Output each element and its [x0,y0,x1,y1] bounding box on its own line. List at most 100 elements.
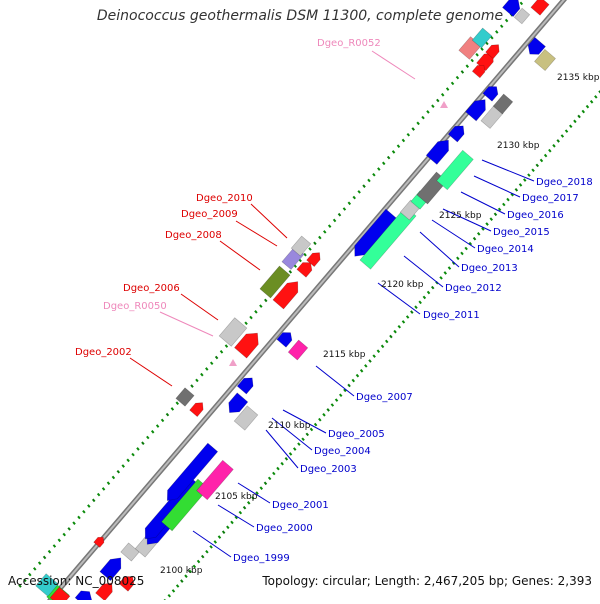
scale-tick-left [150,429,155,434]
callout-dgeo-1999 [192,530,232,558]
scale-tick-right [598,90,600,94]
gene-red[interactable] [189,399,207,417]
gene-label-dgeo-2001[interactable]: Dgeo_2001 [272,500,329,511]
scale-tick-right [522,178,527,182]
gene-magenta-dgeo-2001[interactable] [196,459,234,501]
gene-pink-dgeo-r0050[interactable] [229,359,237,366]
gene-blue-dgeo-2017[interactable] [425,136,454,165]
scale-tick-left [96,492,101,497]
scale-tick-left [175,401,180,406]
scale-tick-right [577,114,581,119]
scale-tick-right [297,442,301,446]
scale-tick-left [313,241,317,246]
gene-seafoam-dgeo-2016[interactable] [436,149,474,191]
scale-tick-right [171,589,176,593]
gene-label-dgeo-2011[interactable]: Dgeo_2011 [423,310,480,321]
scale-tick-right [318,417,322,422]
gene-red[interactable] [306,249,324,267]
scale-tick-left [146,435,150,440]
gene-label-dgeo-2013[interactable]: Dgeo_2013 [461,263,518,274]
gene-red[interactable] [471,62,487,79]
scale-tick-left [33,567,37,571]
gene-olive-dgeo-2008[interactable] [259,265,291,299]
scale-tick-left [342,207,347,211]
gene-label-dgeo-2002[interactable]: Dgeo_2002 [75,347,132,358]
gene-label-dgeo-2017[interactable]: Dgeo_2017 [522,193,579,204]
gene-gray[interactable] [513,7,531,25]
scale-tick-left [72,521,76,525]
gene-red[interactable] [530,0,550,16]
gene-label-dgeo-2016[interactable]: Dgeo_2016 [507,210,564,221]
gene-blue-dgeo-2005[interactable] [236,374,257,395]
gene-blue-dgeo-2004[interactable] [224,392,249,417]
gene-label-dgeo-2000[interactable]: Dgeo_2000 [256,523,313,534]
gene-label-dgeo-2009[interactable]: Dgeo_2009 [181,209,238,220]
gene-red[interactable] [95,579,117,600]
gene-darkgray[interactable] [492,93,514,115]
gene-label-dgeo-2006[interactable]: Dgeo_2006 [123,283,180,294]
gene-features [35,0,556,600]
scale-tick-left [224,344,229,348]
gene-blue[interactable] [482,83,501,102]
gene-label-dgeo-2014[interactable]: Dgeo_2014 [477,244,534,255]
gene-red-dgeo-2006[interactable] [234,328,263,359]
scale-tick-right [351,378,356,383]
gene-blue[interactable] [465,95,491,122]
scale-tick-left [160,418,165,423]
scale-tick-left [362,184,366,188]
gene-label-dgeo-r0052[interactable]: Dgeo_R0052 [317,38,381,49]
gene-gray[interactable] [120,542,140,562]
scale-tick-right [330,403,335,407]
gene-red[interactable] [49,586,71,600]
scale-tick-right [276,466,280,471]
gene-label-dgeo-2004[interactable]: Dgeo_2004 [314,446,371,457]
scale-tick-right [552,144,556,148]
scale-tick-left [264,298,268,303]
callout-dgeo-r0052 [371,50,416,80]
gene-label-dgeo-2010[interactable]: Dgeo_2010 [196,193,253,204]
gene-gray-dgeo-2010[interactable] [290,235,312,257]
gene-label-dgeo-2018[interactable]: Dgeo_2018 [536,177,593,188]
gene-blue[interactable] [162,442,219,505]
callout-dgeo-2017 [473,175,521,198]
gene-label-dgeo-r0050[interactable]: Dgeo_R0050 [103,301,167,312]
gene-cyan[interactable] [471,27,493,49]
scale-tick-left [460,70,465,74]
gene-blue[interactable] [502,0,523,18]
gene-blue[interactable] [74,587,95,600]
scale-tick-right [397,324,402,329]
gene-blue[interactable] [524,36,546,58]
gene-magenta-dgeo-2007[interactable] [287,339,309,361]
scale-tick-right [238,510,243,515]
scale-tick-right [493,212,498,217]
scale-tick-left [219,350,224,354]
gene-darkgray-dgeo-2002[interactable] [175,387,195,407]
gene-pink-dgeo-r0052[interactable] [440,101,448,108]
gene-label-dgeo-1999[interactable]: Dgeo_1999 [233,553,290,564]
gene-red[interactable] [485,41,503,59]
gene-label-dgeo-2007[interactable]: Dgeo_2007 [356,392,413,403]
gene-gray[interactable] [480,105,504,129]
gene-blue[interactable] [276,329,295,348]
gene-label-dgeo-2005[interactable]: Dgeo_2005 [328,429,385,440]
scale-label: 2100 kbp [160,566,203,576]
scale-tick-left [337,212,342,217]
gene-gray-dgeo-2003[interactable] [233,405,259,431]
gene-cyan[interactable] [35,573,59,597]
gene-red[interactable] [118,573,137,592]
gene-label-dgeo-2008[interactable]: Dgeo_2008 [165,230,222,241]
scale-tick-left [470,58,474,63]
gene-khaki[interactable] [534,48,556,72]
gene-red[interactable] [93,535,107,548]
scale-tick-right [447,266,452,270]
gene-seafoam-dgeo-2012[interactable] [359,206,417,270]
gene-label-dgeo-2003[interactable]: Dgeo_2003 [300,464,357,475]
gene-label-dgeo-2015[interactable]: Dgeo_2015 [493,227,550,238]
gene-red[interactable] [296,259,315,278]
scale-tick-right [401,320,406,324]
gene-gray-dgeo-2006[interactable] [218,317,248,347]
gene-blue[interactable] [99,553,126,582]
gene-label-dgeo-2012[interactable]: Dgeo_2012 [445,283,502,294]
gene-blue-dgeo-2018[interactable] [447,122,468,143]
gene-red-dgeo-2008[interactable] [272,277,303,310]
